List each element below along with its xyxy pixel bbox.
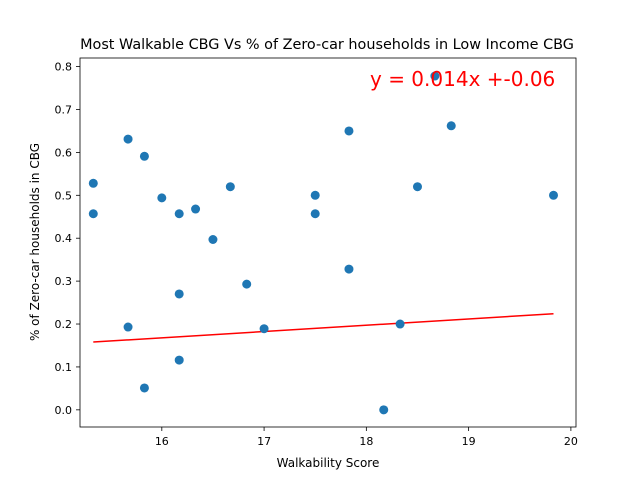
data-point-8 [174, 209, 184, 219]
fit-equation-annotation: y = 0.014x +-0.06 [370, 67, 555, 91]
data-point-1 [88, 178, 98, 188]
y-axis-label: % of Zero-car households in CBG [28, 143, 42, 341]
y-axis-ticks: 0.0 0.1 0.2 0.3 0.4 0.5 0.6 0.7 0.8 [55, 61, 80, 417]
data-point-19 [344, 264, 354, 274]
data-point-4 [123, 322, 133, 332]
data-point-11 [191, 204, 201, 214]
data-point-12 [208, 234, 218, 244]
data-point-25 [549, 190, 559, 200]
fit-line [93, 312, 554, 343]
data-point-21 [395, 319, 405, 329]
data-point-2 [88, 209, 98, 219]
data-point-18 [344, 126, 354, 136]
y-tick-label: 0.7 [55, 103, 73, 116]
data-point-14 [242, 279, 252, 289]
x-tick-label: 19 [462, 435, 476, 448]
y-tick-label: 0.8 [55, 61, 73, 74]
chart-title: Most Walkable CBG Vs % of Zero-car house… [80, 37, 574, 53]
data-points [88, 71, 559, 415]
x-tick-label: 17 [257, 435, 271, 448]
x-axis-ticks: 16 17 18 19 20 [155, 427, 578, 448]
x-tick-label: 20 [564, 435, 578, 448]
data-point-3 [123, 134, 133, 144]
data-point-7 [157, 193, 167, 203]
y-tick-label: 0.5 [55, 189, 73, 202]
axes-frame [79, 57, 577, 428]
data-point-17 [310, 209, 320, 219]
data-point-20 [379, 405, 389, 415]
data-point-22 [412, 182, 422, 192]
y-tick-label: 0.1 [55, 361, 73, 374]
data-point-24 [446, 121, 456, 131]
y-tick-label: 0.0 [55, 404, 73, 417]
data-point-6 [139, 383, 149, 393]
y-tick-label: 0.4 [55, 232, 73, 245]
data-point-23 [430, 71, 440, 81]
data-point-10 [174, 355, 184, 365]
x-tick-label: 16 [155, 435, 169, 448]
data-point-13 [225, 182, 235, 192]
data-point-5 [139, 151, 149, 161]
plot-area: y = 0.014x +-0.06 [79, 57, 577, 428]
x-axis-label: Walkability Score [277, 456, 380, 470]
y-tick-label: 0.6 [55, 146, 73, 159]
x-tick-label: 18 [359, 435, 373, 448]
y-tick-label: 0.2 [55, 318, 73, 331]
y-tick-label: 0.3 [55, 275, 73, 288]
data-point-15 [259, 324, 269, 334]
data-point-9 [174, 289, 184, 299]
data-point-16 [310, 190, 320, 200]
